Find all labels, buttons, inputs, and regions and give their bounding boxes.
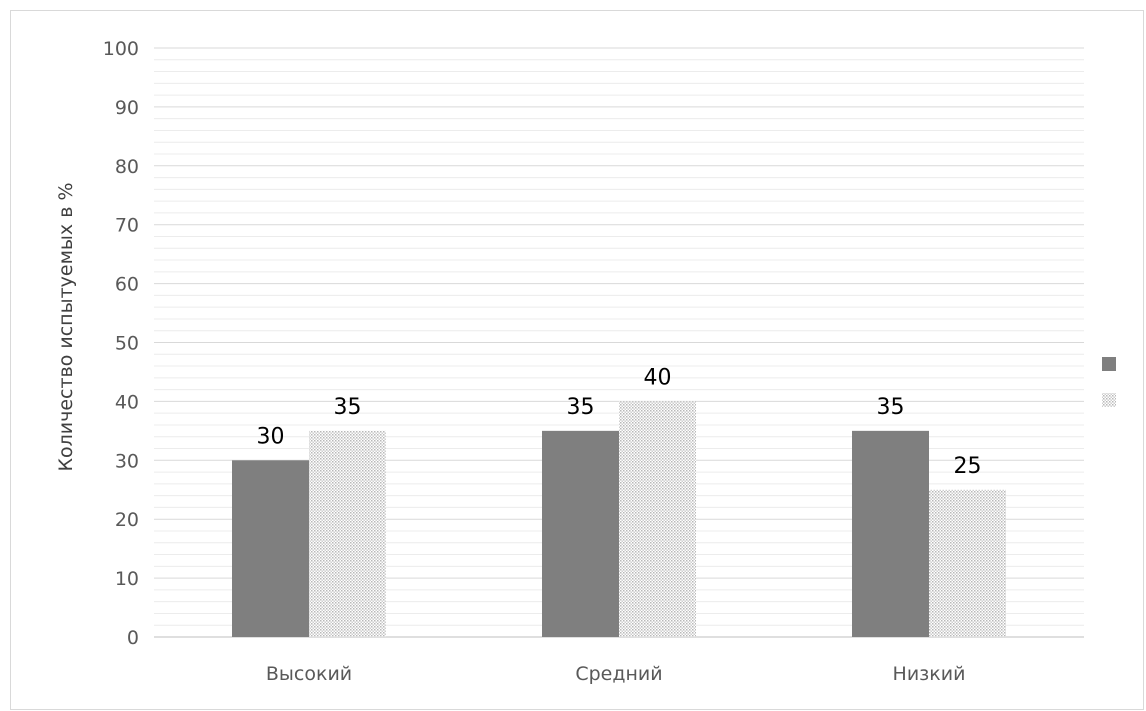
y-tick-label: 20 xyxy=(115,509,139,531)
legend-marker xyxy=(1102,393,1116,407)
bar xyxy=(309,430,386,637)
bars xyxy=(232,401,1006,637)
bar xyxy=(619,401,696,637)
x-category-label: Средний xyxy=(575,663,662,685)
y-tick-label: 0 xyxy=(127,627,139,649)
y-tick-label: 70 xyxy=(115,215,139,237)
data-label: 25 xyxy=(954,454,982,479)
data-label: 35 xyxy=(334,395,362,420)
y-tick-label: 90 xyxy=(115,97,139,119)
y-tick-label: 10 xyxy=(115,568,139,590)
data-label: 30 xyxy=(257,424,285,449)
data-label: 40 xyxy=(644,365,672,390)
y-axis-ticks: 0 10 20 30 40 50 60 70 80 90 100 xyxy=(103,38,139,649)
y-tick-label: 50 xyxy=(115,333,139,355)
data-label: 35 xyxy=(567,395,595,420)
chart-frame: 0 10 20 30 40 50 60 70 80 90 100 30 35 35 40 35 25 Высо… xyxy=(10,10,1144,710)
bar xyxy=(929,489,1006,637)
bar xyxy=(542,430,619,637)
y-axis-title: Количество испытуемых в % xyxy=(55,182,77,471)
y-tick-label: 100 xyxy=(103,38,139,60)
legend xyxy=(1102,357,1116,407)
y-tick-label: 30 xyxy=(115,450,139,472)
x-category-label: Низкий xyxy=(893,663,966,685)
bar xyxy=(232,460,309,637)
y-tick-label: 40 xyxy=(115,391,139,413)
x-category-label: Высокий xyxy=(266,663,352,685)
legend-marker xyxy=(1102,357,1116,371)
y-tick-label: 80 xyxy=(115,156,139,178)
x-axis-categories: Высокий Средний Низкий xyxy=(266,663,966,685)
data-label: 35 xyxy=(877,395,905,420)
bar-chart: 0 10 20 30 40 50 60 70 80 90 100 30 35 35 40 35 25 Высо… xyxy=(55,38,1116,685)
bar xyxy=(852,430,929,637)
y-tick-label: 60 xyxy=(115,274,139,296)
data-labels: 30 35 35 40 35 25 xyxy=(257,365,982,478)
